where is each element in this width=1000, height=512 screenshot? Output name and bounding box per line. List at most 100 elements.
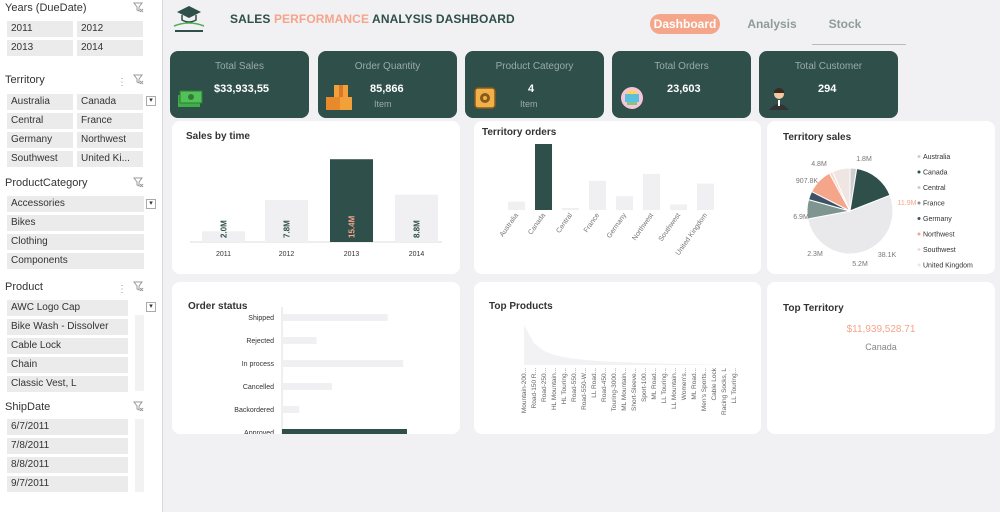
slicer-item-canada[interactable]: Canada [77, 94, 143, 110]
slicer-item-united-kingdom[interactable]: United Ki... [77, 151, 143, 167]
bar-approved [282, 429, 407, 434]
tick-label: Sport-100... [641, 368, 648, 402]
kpi-order-quantity: Order Quantity 85,866 Item [318, 51, 457, 118]
legend-item: France [923, 201, 945, 208]
clear-filter-icon[interactable] [133, 401, 144, 415]
scroll-down-icon[interactable]: ▾ [146, 199, 156, 209]
tick-label: 2014 [409, 251, 425, 258]
bar-southwest [670, 204, 687, 210]
scrollbar[interactable] [135, 315, 144, 391]
data-label: 2.0M [220, 220, 229, 238]
clear-filter-icon[interactable] [133, 74, 144, 88]
slicer-item-france[interactable]: France [77, 113, 143, 129]
territory-sales-panel: Territory sales 1.8M 11.9M 38.1K 5.2M 2.3M 6.… [767, 121, 995, 274]
kpi-value: 4 [528, 83, 535, 95]
tick-label: ML Road... [691, 368, 698, 400]
slicer-item-chain[interactable]: Chain [7, 357, 128, 373]
ship-date-slicer: ShipDate 6/7/2011 7/8/2011 8/8/2011 9/7/… [0, 401, 162, 496]
slicer-item-bikes[interactable]: Bikes [7, 215, 144, 231]
slicer-item-cable-lock[interactable]: Cable Lock [7, 338, 128, 354]
tick-label: Northwest [631, 212, 655, 242]
slicer-item-2012[interactable]: 2012 [77, 21, 143, 37]
scroll-down-icon[interactable]: ▾ [146, 96, 156, 106]
more-options-icon[interactable]: ⋮ [117, 284, 127, 295]
kpi-total-sales: Total Sales $33,933,55 [170, 51, 309, 118]
product-slicer-title: Product [5, 281, 43, 293]
slicer-item-9-7-2011[interactable]: 9/7/2011 [7, 476, 128, 492]
bar-cancelled [282, 383, 332, 390]
legend-marker [917, 201, 921, 205]
slicer-item-6-7-2011[interactable]: 6/7/2011 [7, 419, 128, 435]
tick-label: 2013 [344, 251, 360, 258]
slicer-item-clothing[interactable]: Clothing [7, 234, 144, 250]
panel-title: Sales by time [186, 131, 250, 142]
slicer-item-2014[interactable]: 2014 [77, 40, 143, 56]
legend-item: Northwest [923, 232, 955, 239]
tick-label: Cable Lock [711, 367, 718, 400]
kpi-product-category: Product Category 4 Item [465, 51, 604, 118]
tick-label: Road-150 R... [531, 368, 538, 409]
slicer-item-classic-vest[interactable]: Classic Vest, L [7, 376, 128, 392]
tab-analysis[interactable]: Analysis [747, 17, 797, 31]
top-products-chart: Mountain-200... Road-150 R... Road-250... H… [521, 325, 738, 415]
bar-united-kingdom [697, 183, 714, 210]
slicer-panel: Years (DueDate) 2011 2012 2013 2014 Terr… [0, 0, 163, 512]
tick-label: Southwest [658, 212, 683, 243]
tick-label: Short-Sleeve... [631, 368, 638, 411]
orders-icon [618, 85, 646, 111]
slicer-item-central[interactable]: Central [7, 113, 73, 129]
legend-item: Australia [923, 154, 950, 161]
bar-2013 [330, 159, 373, 242]
tick-label: LL Mountain... [671, 368, 678, 409]
slicer-item-bike-wash[interactable]: Bike Wash - Dissolver [7, 319, 128, 335]
slicer-item-germany[interactable]: Germany [7, 132, 73, 148]
product-slicer: Product ⋮ AWC Logo Cap Bike Wash - Disso… [0, 281, 162, 393]
more-options-icon[interactable]: ⋮ [117, 77, 127, 88]
tick-label: Racing Socks, L [721, 368, 728, 415]
scrollbar[interactable] [135, 419, 144, 492]
tick-label: Shipped [248, 315, 274, 322]
bar-2014 [395, 194, 438, 242]
data-label: 907.8K [796, 178, 819, 185]
data-label: 8.8M [413, 220, 422, 238]
slicer-item-southwest[interactable]: Southwest [7, 151, 73, 167]
territory-orders-panel: Territory orders Australia Canada Central F… [474, 121, 761, 274]
slicer-item-7-8-2011[interactable]: 7/8/2011 [7, 438, 128, 454]
legend-marker [917, 186, 921, 189]
panel-title: Top Territory [783, 303, 844, 314]
data-label: 5.2M [852, 261, 868, 268]
tab-stock[interactable]: Stock [828, 17, 862, 31]
scroll-down-icon[interactable]: ▾ [146, 302, 156, 312]
clear-filter-icon[interactable] [133, 2, 144, 16]
slicer-item-australia[interactable]: Australia [7, 94, 73, 110]
top-territory-panel: Top Territory $11,939,528.71 Canada [767, 282, 995, 434]
tick-label: Central [555, 212, 574, 235]
slicer-item-2013[interactable]: 2013 [7, 40, 73, 56]
tick-label: France [583, 212, 601, 234]
slicer-item-accessories[interactable]: Accessories [7, 196, 144, 212]
clear-filter-icon[interactable] [133, 177, 144, 191]
pie-slice-central [807, 194, 894, 255]
legend-marker [917, 217, 921, 220]
slicer-item-northwest[interactable]: Northwest [77, 132, 143, 148]
slicer-item-8-8-2011[interactable]: 8/8/2011 [7, 457, 128, 473]
top-products-panel: Top Products Mountain-200... Road-150 R..… [474, 282, 761, 434]
tick-label: Rejected [246, 338, 274, 345]
bar-rejected [282, 337, 317, 344]
company-logo [170, 4, 208, 36]
bar-france [589, 180, 606, 210]
customer-icon [765, 85, 793, 111]
clear-filter-icon[interactable] [133, 281, 144, 295]
tick-label: Road-450... [601, 368, 608, 402]
data-label: 4.8M [811, 161, 827, 168]
tab-dashboard[interactable]: Dashboard [650, 14, 720, 34]
legend-item: Germany [923, 216, 952, 223]
slicer-item-2011[interactable]: 2011 [7, 21, 73, 37]
tick-label: Road-550-W... [581, 368, 588, 410]
legend-item: Canada [923, 170, 948, 177]
legend-marker [917, 263, 921, 267]
boxes-icon [324, 83, 354, 113]
slicer-item-components[interactable]: Components [7, 253, 144, 269]
top-territory-value: $11,939,528.71 [846, 324, 916, 335]
slicer-item-awc-logo-cap[interactable]: AWC Logo Cap [7, 300, 128, 316]
